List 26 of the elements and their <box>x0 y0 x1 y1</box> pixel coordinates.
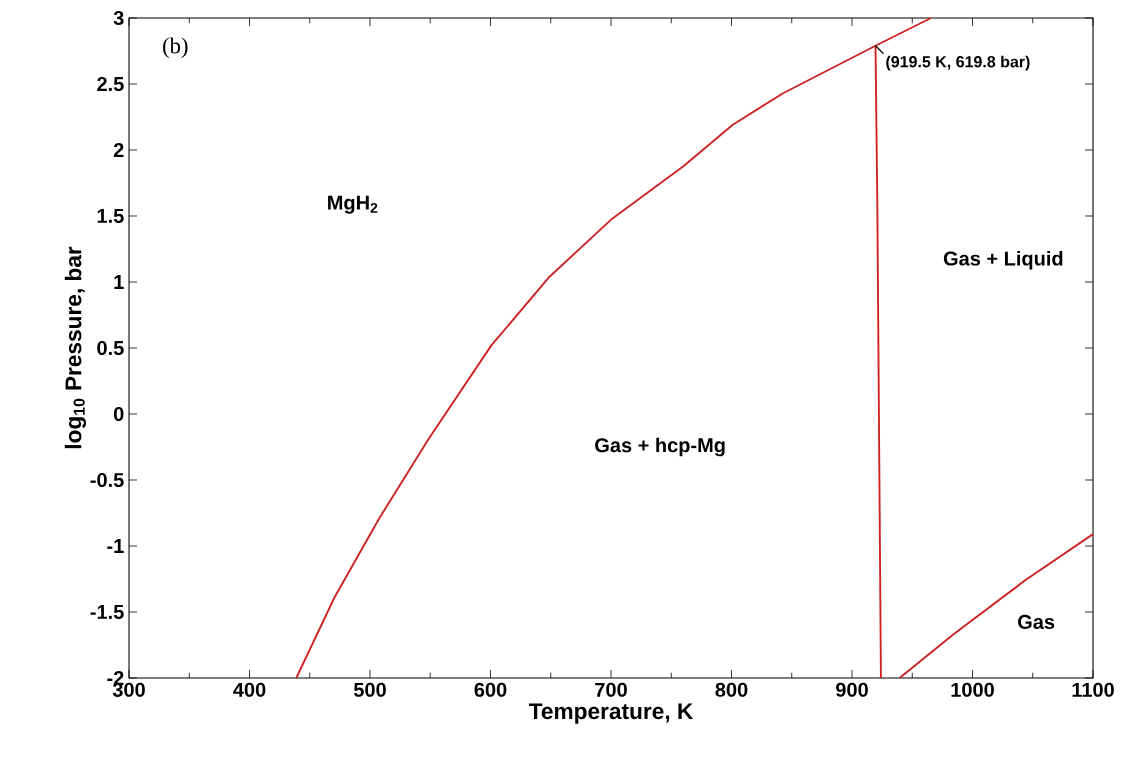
x-tick-label: 1000 <box>951 682 994 697</box>
y-tick-label: 2 <box>113 143 124 157</box>
annotation: MgH$_{2}$ <box>328 195 378 214</box>
y-tick-label: 1.5 <box>97 209 124 223</box>
annotation: Gas + hcp-Mg <box>595 437 725 457</box>
annotation: (919.5 K, 619.8 bar) <box>886 55 1030 71</box>
x-axis-title: Temperature, K <box>528 703 694 724</box>
y-tick-label: -1 <box>107 539 124 553</box>
y-tick-label: 1 <box>114 275 124 289</box>
y-tick-label: -0.5 <box>90 472 124 488</box>
x-tick-label: 500 <box>353 682 386 697</box>
annotation: Gas <box>1018 614 1055 629</box>
y-tick-label: 0.5 <box>97 340 124 356</box>
y-tick-label: -1.5 <box>90 605 124 619</box>
x-tick-label: 700 <box>595 682 627 697</box>
annotation: Gas + Liquid <box>943 250 1063 270</box>
x-tick-label: 1100 <box>1072 682 1114 697</box>
x-tick-label: 900 <box>836 682 868 697</box>
x-tick-label: 600 <box>474 682 507 697</box>
y-axis-title: log$_{10}$ Pressure, bar <box>64 246 87 449</box>
x-tick-label: 400 <box>233 682 266 697</box>
y-tick-label: 3 <box>113 10 124 26</box>
y-tick-label: 2.5 <box>97 76 124 92</box>
x-tick-label: 800 <box>715 682 748 697</box>
y-tick-label: 0 <box>113 406 124 422</box>
annotation: (b) <box>163 37 188 58</box>
